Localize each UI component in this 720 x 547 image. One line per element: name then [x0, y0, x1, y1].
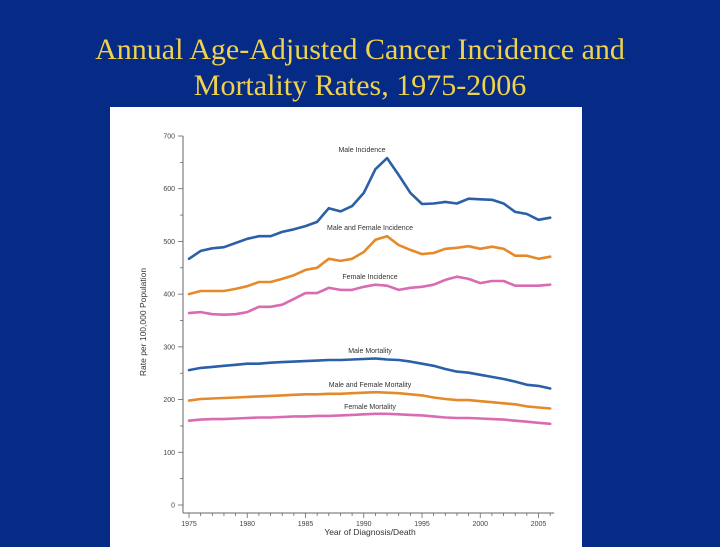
y-tick-label: 100 — [163, 450, 175, 457]
series-label-male-incidence: Male Incidence — [338, 147, 385, 154]
series-lines — [187, 156, 552, 426]
series-label-male-and-female-incidence: Male and Female Incidence — [327, 225, 413, 232]
series-label-male-and-female-mortality: Male and Female Mortality — [329, 382, 412, 389]
series-label-female-incidence: Female Incidence — [342, 274, 397, 281]
slide-title-line-1: Annual Age-Adjusted Cancer Incidence and — [95, 33, 625, 66]
series-label-male-mortality: Male Mortality — [348, 348, 392, 355]
y-tick-label: 200 — [163, 397, 175, 404]
y-axis-label: Rate per 100,000 Population — [138, 268, 148, 376]
x-axis-label: Year of Diagnosis/Death — [324, 527, 416, 537]
y-tick-label: 500 — [163, 239, 175, 246]
x-tick-label: 1975 — [181, 521, 197, 528]
slide-title-line-2: Mortality Rates, 1975-2006 — [193, 69, 527, 102]
x-tick-label: 1980 — [239, 521, 255, 528]
x-tick-label: 2005 — [531, 521, 547, 528]
y-tick-label: 700 — [163, 134, 175, 141]
series-line-female-mortality — [187, 412, 552, 426]
series-line-female-incidence — [187, 275, 552, 317]
x-tick-label: 1990 — [356, 521, 372, 528]
y-tick-label: 400 — [163, 292, 175, 299]
series-line-male-and-female-incidence — [187, 234, 552, 296]
chart-panel — [110, 107, 582, 547]
series-label-female-mortality: Female Mortality — [344, 404, 396, 411]
series-line-male-and-female-mortality — [187, 390, 552, 410]
axes: 0 100 200 300 400 500 600 700 1975 1980 1985 1990 19… — [163, 134, 555, 528]
series-line-male-mortality — [187, 357, 552, 390]
y-tick-label: 600 — [163, 186, 175, 193]
series-line-male-incidence — [187, 156, 552, 261]
y-tick-label: 0 — [171, 503, 175, 510]
x-tick-label: 1995 — [414, 521, 430, 528]
slide-title: Annual Age-Adjusted Cancer Incidence and… — [0, 32, 720, 104]
x-tick-label: 1985 — [298, 521, 314, 528]
x-tick-label: 2000 — [472, 521, 488, 528]
series-labels: Male Incidence Male and Female Incidence F… — [327, 147, 413, 411]
y-tick-label: 300 — [163, 344, 175, 351]
